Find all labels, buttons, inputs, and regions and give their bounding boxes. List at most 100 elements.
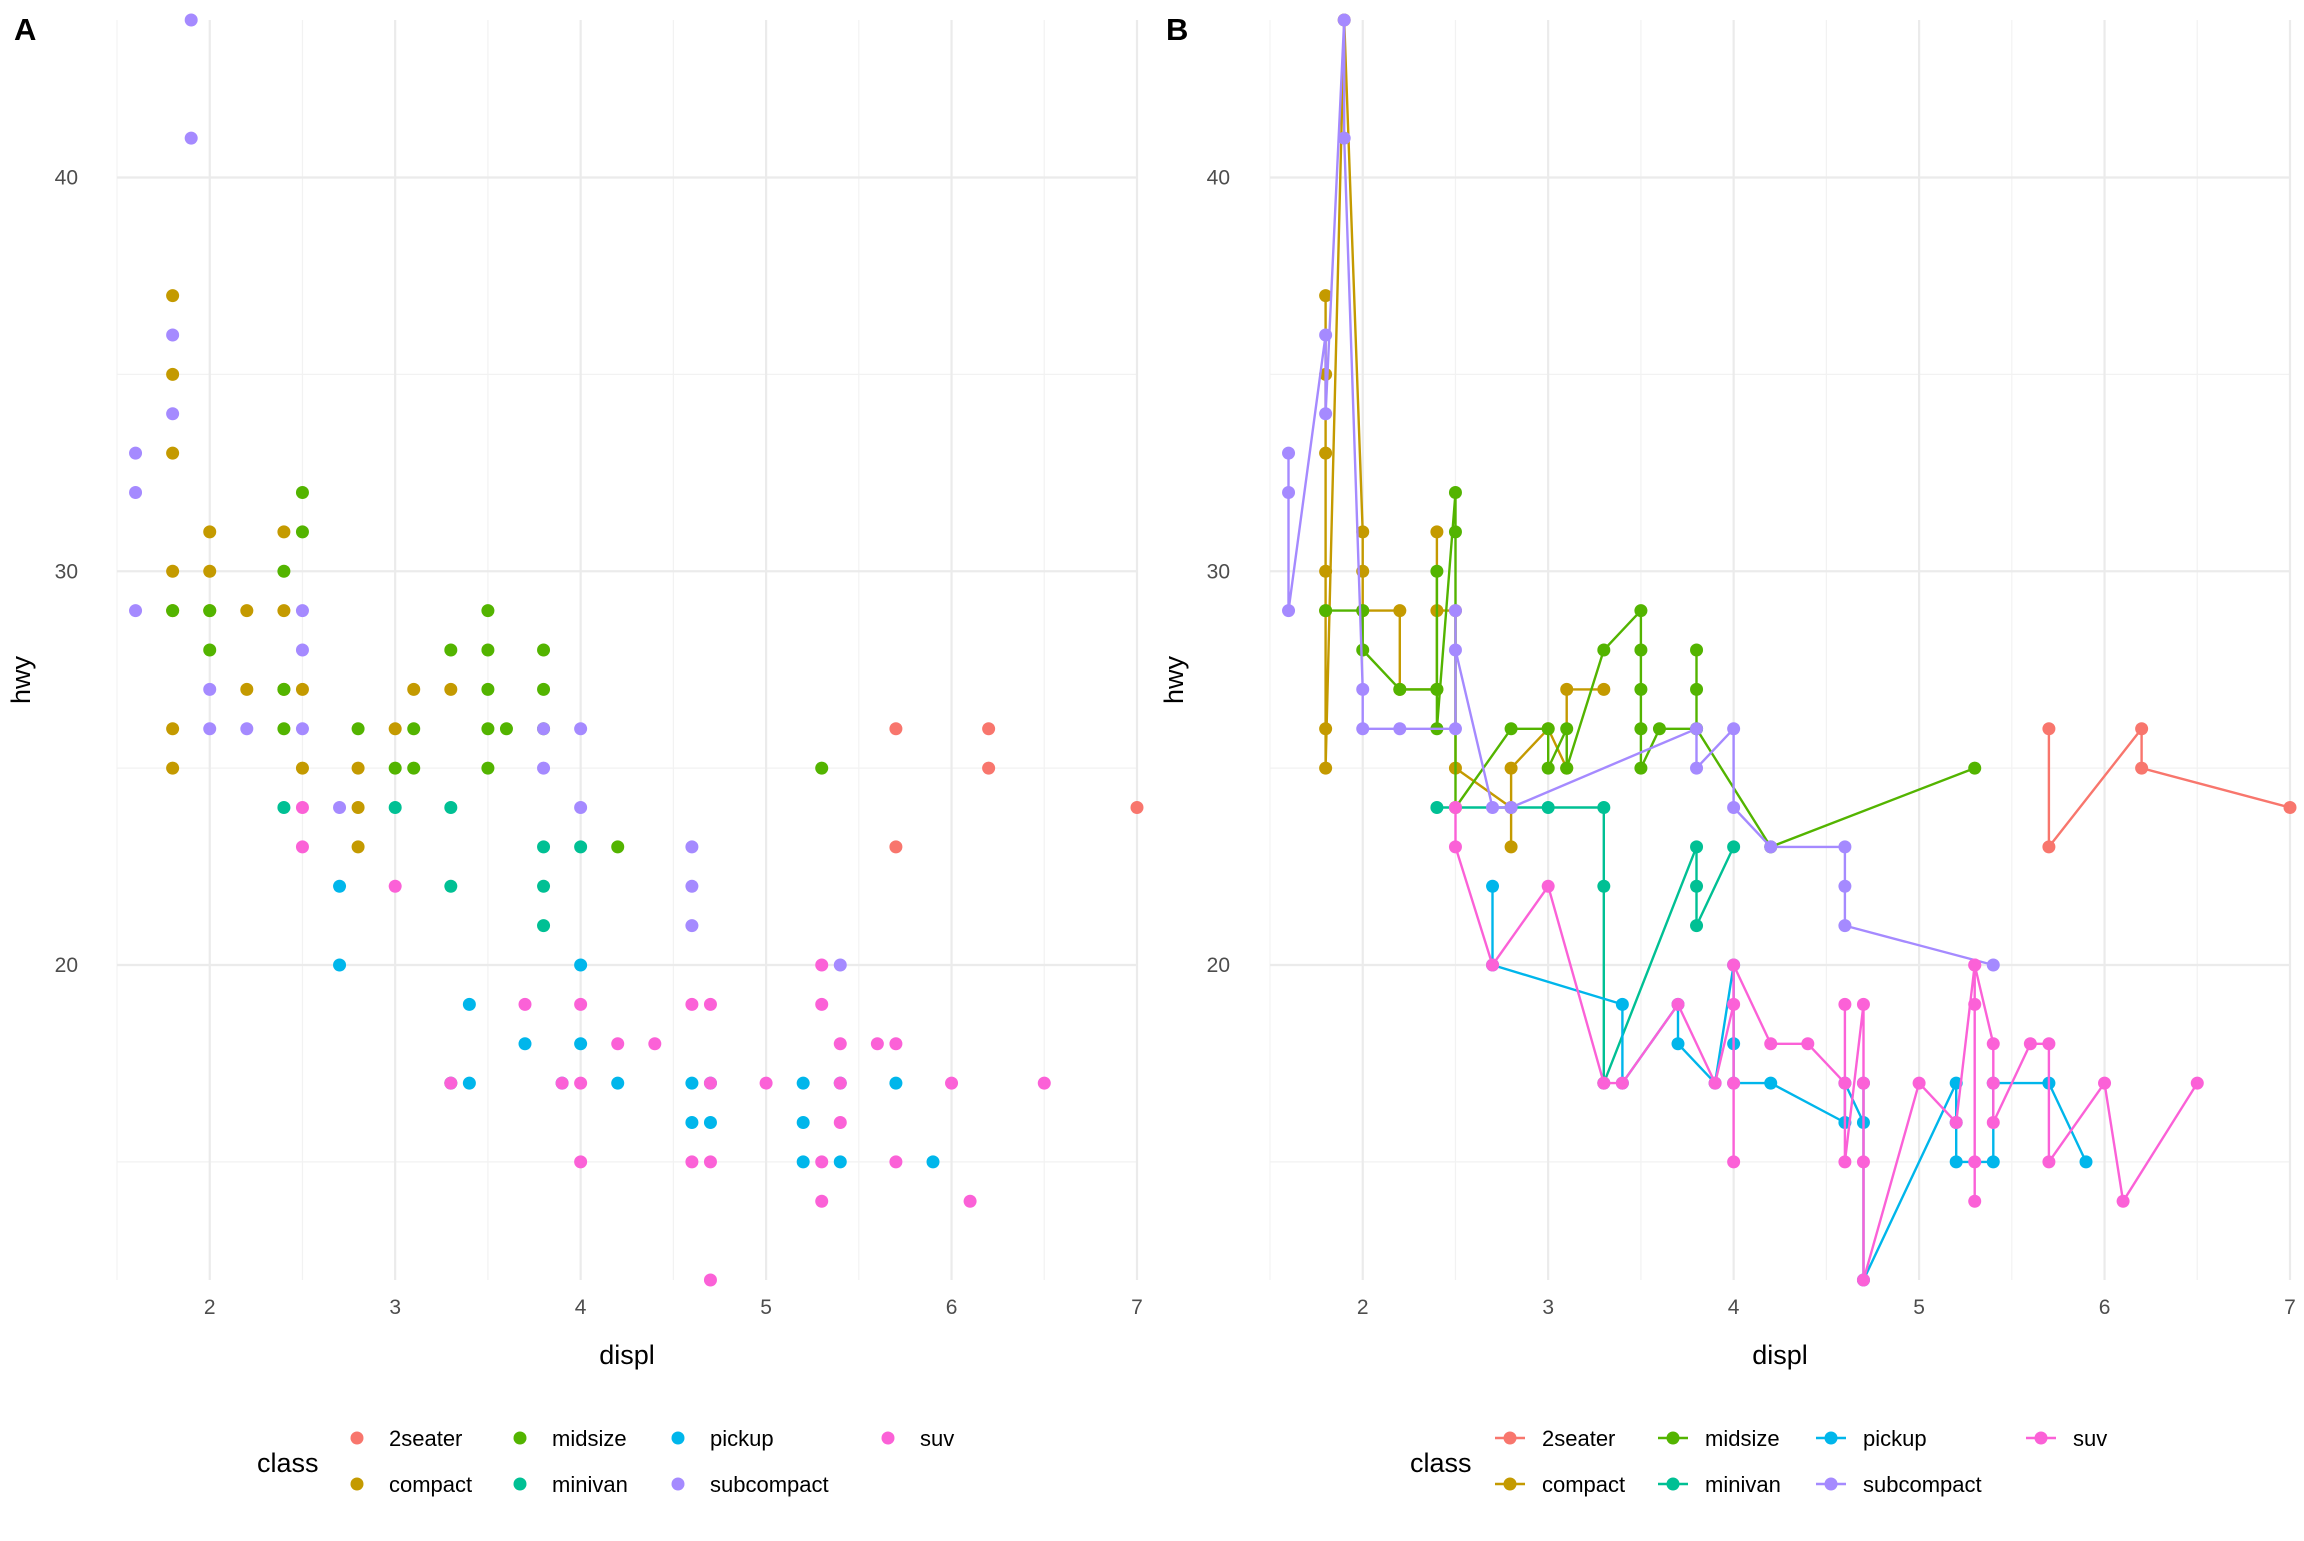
data-point: [407, 682, 421, 696]
data-point: [1615, 1076, 1629, 1090]
data-point: [537, 879, 551, 893]
legend-label: midsize: [552, 1426, 627, 1451]
tick-labels: 2 3 4 5 6 7 20 30 40: [55, 167, 1143, 1320]
data-point: [462, 1076, 476, 1090]
data-point: [870, 1037, 884, 1051]
data-point: [295, 643, 309, 657]
data-point: [1856, 1273, 1870, 1287]
data-point: [1690, 643, 1704, 657]
data-point: [1504, 840, 1518, 854]
data-point: [1856, 1155, 1870, 1169]
data-point: [1968, 958, 1982, 972]
data-point: [295, 604, 309, 618]
legend-item-compact: compact: [350, 1472, 472, 1497]
data-marks: [1282, 13, 2297, 1287]
data-point: [1430, 682, 1444, 696]
data-point: [481, 682, 495, 696]
data-point: [685, 1076, 699, 1090]
legend-item-compact: compact: [1495, 1472, 1625, 1497]
data-point: [574, 840, 588, 854]
y-tick-label: 20: [1207, 954, 1230, 977]
x-tick-label: 3: [389, 1296, 401, 1319]
data-point: [537, 919, 551, 933]
legend-title: class: [257, 1448, 319, 1478]
data-point: [333, 958, 347, 972]
data-point: [1430, 801, 1444, 814]
data-point: [611, 840, 625, 854]
series-line: [2047, 727, 2291, 849]
data-point: [963, 1194, 977, 1208]
data-point: [1634, 643, 1648, 657]
data-point: [537, 761, 551, 775]
data-point: [1856, 1076, 1870, 1090]
data-point: [166, 446, 180, 460]
data-point: [351, 840, 365, 854]
data-point: [1838, 919, 1852, 933]
data-point: [1949, 1155, 1963, 1169]
data-point: [277, 604, 291, 618]
data-point: [1968, 761, 1982, 775]
data-point: [1856, 997, 1870, 1011]
data-point: [1319, 722, 1333, 736]
data-point: [1448, 840, 1462, 854]
data-point: [240, 604, 254, 618]
data-point: [333, 801, 347, 814]
legend-label: suv: [920, 1426, 954, 1451]
legend-key-point: [350, 1431, 364, 1445]
legend-key-point: [671, 1477, 685, 1491]
data-point: [1912, 1076, 1926, 1090]
series-compact: [166, 289, 458, 854]
data-point: [1690, 919, 1704, 933]
data-point: [1968, 1155, 1982, 1169]
legend-item-midsize: midsize: [1658, 1426, 1780, 1451]
data-point: [685, 919, 699, 933]
data-point: [703, 1116, 717, 1129]
data-point: [1597, 682, 1611, 696]
data-point: [574, 722, 588, 736]
data-point: [815, 1194, 829, 1208]
data-point: [295, 801, 309, 814]
legend-item-2seater: 2seater: [1495, 1426, 1615, 1451]
panel-tag: B: [1166, 12, 1188, 47]
data-point: [166, 564, 180, 578]
data-point: [1356, 525, 1370, 539]
data-point: [2190, 1076, 2204, 1090]
data-point: [1652, 722, 1666, 736]
data-point: [2023, 1037, 2037, 1051]
data-point: [1319, 289, 1333, 303]
data-point: [796, 1155, 810, 1169]
data-point: [537, 722, 551, 736]
data-point: [203, 682, 217, 696]
legend-key-point: [2034, 1431, 2048, 1445]
data-point: [481, 722, 495, 736]
data-point: [1690, 879, 1704, 893]
data-point: [1356, 722, 1370, 736]
data-point: [1319, 761, 1333, 775]
data-point: [796, 1076, 810, 1090]
data-point: [129, 604, 143, 618]
data-point: [1690, 682, 1704, 696]
data-point: [407, 761, 421, 775]
data-point: [889, 722, 903, 736]
data-point: [499, 722, 513, 736]
data-point: [1337, 131, 1351, 145]
x-tick-label: 3: [1542, 1296, 1554, 1319]
series-midsize: [1319, 486, 1982, 854]
data-point: [1448, 801, 1462, 814]
data-point: [1986, 1037, 2000, 1051]
data-point: [1986, 1076, 2000, 1090]
data-point: [1727, 958, 1741, 972]
data-point: [1356, 682, 1370, 696]
data-point: [1708, 1076, 1722, 1090]
data-point: [444, 643, 458, 657]
x-tick-label: 7: [2284, 1296, 2296, 1319]
data-point: [1319, 446, 1333, 460]
data-point: [1448, 722, 1462, 736]
data-point: [1838, 879, 1852, 893]
legend-title: class: [1410, 1448, 1472, 1478]
x-tick-label: 2: [204, 1296, 216, 1319]
data-point: [203, 604, 217, 618]
x-axis-title: displ: [599, 1340, 655, 1370]
